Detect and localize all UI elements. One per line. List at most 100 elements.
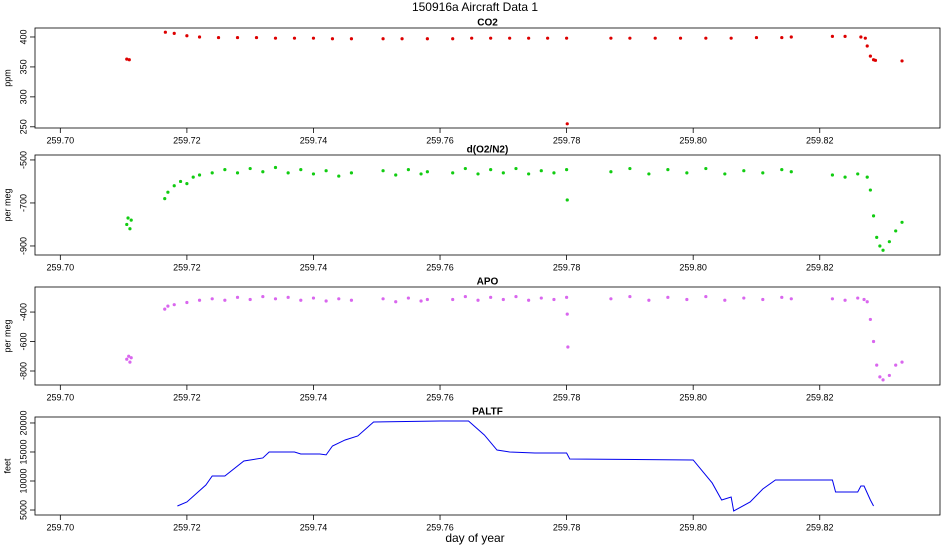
figure-title: 150916a Aircraft Data 1 [412,0,538,14]
data-point [628,36,632,40]
x-tick-label: 259.76 [426,522,454,532]
x-tick-label: 259.76 [426,262,454,272]
data-point [742,296,746,300]
data-point [780,168,784,172]
x-tick-label: 259.74 [300,135,328,145]
y-tick-label: 5000 [18,500,28,520]
data-point [565,36,569,40]
data-point [311,296,316,300]
data-point [609,36,613,40]
data-point [539,296,543,300]
data-point [254,35,259,40]
data-point [878,375,882,379]
data-point [337,297,341,301]
data-point [666,295,670,299]
data-point [394,300,398,304]
data-point [299,298,303,302]
data-point [878,244,882,248]
data-point [859,35,863,39]
data-point [565,122,569,126]
data-point [476,298,480,302]
data-point [235,35,240,40]
data-point [197,173,202,177]
y-tick-label: -600 [18,333,28,351]
y-axis-label: ppm [2,69,12,87]
data-point [729,36,733,40]
data-point [539,169,543,173]
data-point [704,36,708,40]
x-tick-label: 259.72 [173,522,201,532]
data-point [894,363,898,367]
y-tick-label: -400 [18,303,28,321]
data-point [166,304,170,308]
y-tick-label: 350 [18,59,28,74]
data-point [868,54,872,58]
data-point [381,37,385,41]
data-point [235,171,240,175]
data-point [163,307,167,311]
data-point [565,312,569,316]
y-tick-label: 20000 [18,410,28,435]
data-point [628,166,632,171]
data-point [489,168,493,172]
data-point [261,294,265,299]
data-point [566,345,570,349]
data-point [789,297,793,301]
data-point [349,37,354,41]
data-point [349,171,354,175]
data-point [197,298,202,302]
data-point [871,214,876,218]
data-point [843,298,847,302]
data-point [261,170,265,174]
data-point [172,184,176,188]
data-point [128,360,132,364]
data-point [900,360,904,364]
data-point [565,295,569,299]
data-point [685,297,689,302]
data-point [406,168,410,172]
data-point [761,171,765,175]
data-point [248,297,252,302]
data-point [527,298,531,302]
data-point [754,35,759,40]
data-point [501,171,505,175]
data-point [900,220,904,224]
data-line [177,420,874,512]
x-tick-label: 259.80 [679,522,707,532]
data-point [887,240,891,244]
data-point [780,295,784,299]
data-point [185,34,189,38]
x-tick-label: 259.82 [806,392,834,402]
x-tick-label: 259.72 [173,135,201,145]
data-point [127,354,131,358]
data-point [875,363,879,367]
x-tick-label: 259.78 [553,392,581,402]
data-point [761,297,765,302]
data-point [324,299,328,303]
y-tick-label: 15000 [18,439,28,464]
x-tick-label: 259.78 [553,522,581,532]
data-point [248,166,252,171]
data-point [489,295,493,299]
plot-frame [34,416,941,516]
y-tick-label: 10000 [18,468,28,493]
data-point [489,36,493,40]
x-tick-label: 259.74 [300,262,328,272]
data-point [868,188,872,192]
data-point [843,175,847,179]
data-point [843,34,847,38]
data-point [900,59,904,63]
data-point [425,297,429,302]
data-point [476,172,480,176]
data-point [125,222,129,227]
data-point [865,175,869,179]
data-point [865,300,869,304]
x-tick-label: 259.80 [679,135,707,145]
data-point [678,36,683,40]
data-point [178,179,183,184]
data-point [856,172,860,176]
data-point [216,35,221,40]
panel-title: CO2 [477,18,498,29]
data-point [723,172,727,176]
data-point [185,300,189,305]
